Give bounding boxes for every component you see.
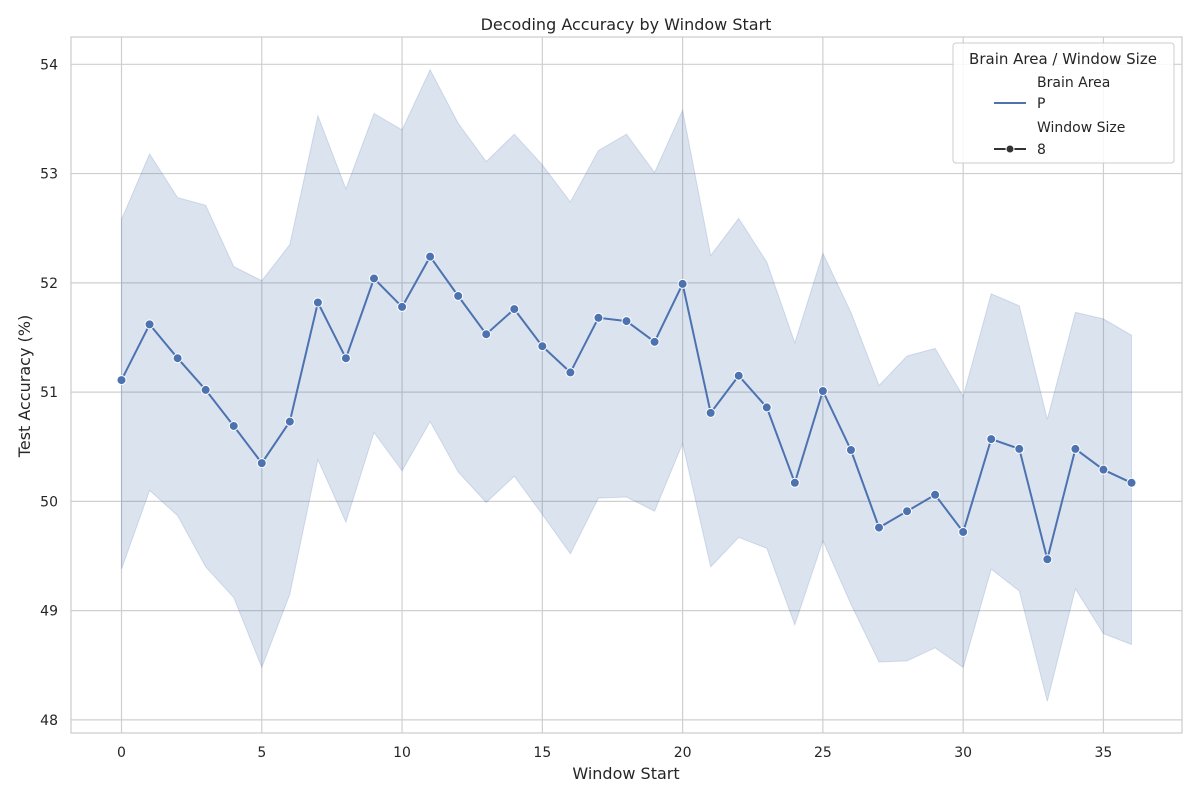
data-point (930, 489, 941, 500)
data-point (845, 445, 856, 456)
x-axis-label: Window Start (572, 764, 679, 783)
x-tick-label: 5 (257, 745, 266, 761)
data-point (902, 506, 913, 517)
data-point (958, 526, 969, 537)
data-point (789, 477, 800, 488)
legend-box (952, 42, 1175, 164)
y-tick-label: 54 (40, 57, 58, 73)
data-point (397, 301, 408, 312)
data-point (874, 522, 884, 533)
y-tick-labels: 48 49 50 51 52 53 54 (40, 57, 58, 729)
data-point (817, 386, 828, 397)
confidence-band (121, 68, 1132, 702)
chart-title: Decoding Accuracy by Window Start (481, 15, 772, 34)
data-point (537, 341, 548, 352)
data-point (481, 329, 492, 340)
data-point (369, 273, 379, 284)
data-point (621, 316, 632, 327)
x-tick-label: 0 (117, 745, 126, 761)
data-point (1126, 477, 1137, 488)
data-point (677, 278, 688, 289)
legend-header-brain-area: Brain Area (1037, 75, 1110, 91)
y-axis-label: Test Accuracy (%) (15, 315, 34, 458)
data-point (1070, 443, 1081, 454)
data-point (340, 353, 351, 364)
y-tick-label: 52 (40, 276, 58, 292)
x-tick-label: 15 (533, 745, 551, 761)
y-tick-label: 49 (40, 604, 58, 620)
data-point (172, 353, 183, 364)
data-point (116, 375, 127, 386)
legend-header-window-size: Window Size (1037, 120, 1125, 136)
y-tick-label: 50 (40, 494, 58, 510)
data-point (761, 402, 772, 413)
data-point (1042, 554, 1053, 565)
data-point (200, 384, 211, 395)
data-point (649, 336, 660, 347)
data-point (144, 319, 155, 330)
data-point (986, 434, 997, 445)
data-point (256, 458, 267, 469)
x-tick-label: 30 (954, 745, 972, 761)
y-tick-label: 51 (40, 385, 58, 401)
legend-title: Brain Area / Window Size (969, 50, 1157, 68)
data-point (312, 297, 323, 308)
data-points (116, 251, 1137, 565)
data-point (565, 367, 576, 378)
data-point (1098, 464, 1109, 475)
legend-label-p: P (1037, 96, 1045, 112)
x-tick-label: 10 (393, 745, 411, 761)
data-point (705, 407, 716, 418)
legend: Brain Area / Window Size Brain Area P Wi… (952, 42, 1175, 164)
data-point (733, 370, 744, 381)
x-tick-labels: 0 5 10 15 20 25 30 35 (117, 745, 1112, 761)
y-tick-label: 53 (40, 167, 58, 183)
data-point (453, 290, 464, 301)
data-point (425, 251, 436, 262)
data-point (593, 312, 604, 323)
data-point (1014, 443, 1025, 454)
data-point (284, 416, 295, 427)
legend-marker-dot (1005, 144, 1015, 154)
x-tick-label: 20 (674, 745, 692, 761)
y-tick-label: 48 (40, 713, 58, 729)
data-point (228, 420, 239, 431)
x-tick-label: 35 (1095, 745, 1113, 761)
data-point (509, 304, 520, 315)
plot-frame (70, 36, 1183, 734)
x-tick-label: 25 (814, 745, 832, 761)
legend-label-8: 8 (1037, 142, 1046, 158)
